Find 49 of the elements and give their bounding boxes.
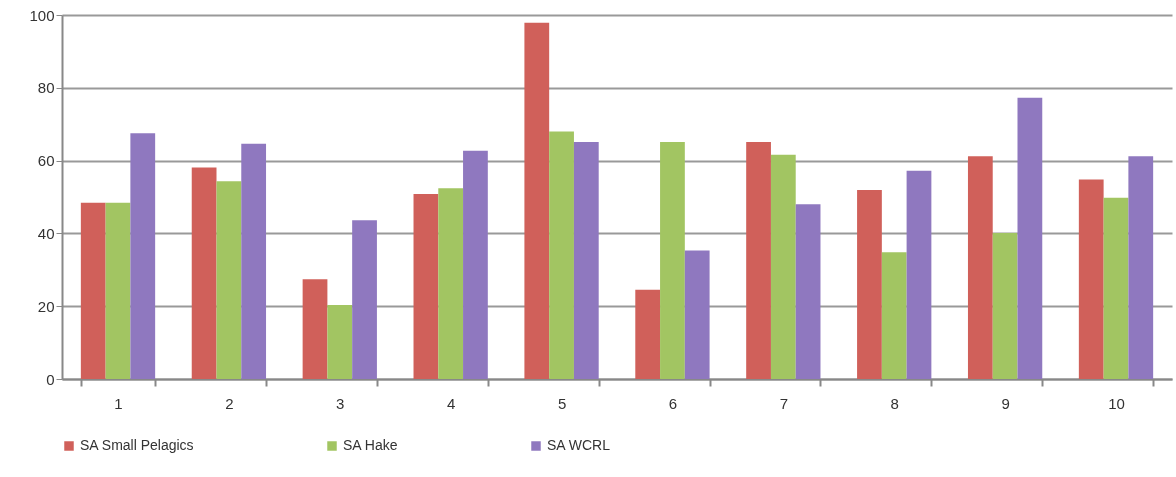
- y-tick-label: 80: [37, 79, 55, 97]
- x-tick-label: 2: [225, 394, 234, 412]
- bar: [80, 202, 106, 379]
- bar: [413, 194, 439, 379]
- x-tick-label: 1: [114, 394, 123, 412]
- bar: [216, 181, 242, 379]
- bar: [549, 131, 574, 379]
- bar: [1103, 197, 1129, 379]
- legend-label: SA WCRL: [547, 437, 611, 453]
- legend-label: SA Small Pelagics: [80, 437, 194, 453]
- y-tick-label: 60: [37, 152, 55, 170]
- y-tick-label: 100: [29, 6, 55, 24]
- bar: [352, 220, 377, 379]
- bar: [241, 143, 267, 379]
- bar: [573, 142, 599, 379]
- x-tick-label: 7: [779, 394, 789, 412]
- bar: [302, 279, 328, 379]
- x-tick-label: 9: [1001, 394, 1010, 412]
- bar: [1128, 156, 1154, 379]
- bar: [438, 188, 464, 379]
- x-tick-label: 5: [557, 394, 567, 412]
- bar: [906, 170, 932, 379]
- bar: [1017, 97, 1043, 379]
- y-tick-label: 0: [46, 370, 55, 388]
- y-tick-label: 40: [37, 224, 55, 242]
- x-tick-label: 4: [446, 394, 456, 412]
- bar: [191, 167, 217, 379]
- bar: [1078, 179, 1104, 379]
- bar: [746, 142, 771, 379]
- x-tick-label: 3: [336, 394, 345, 412]
- bar: [327, 305, 353, 379]
- x-tick-label: 6: [668, 394, 678, 412]
- x-tick-label: 10: [1108, 394, 1125, 412]
- legend-label: SA Hake: [343, 437, 398, 453]
- bar: [524, 22, 550, 379]
- bar: [463, 150, 488, 379]
- bar: [881, 252, 907, 379]
- bar: [105, 202, 131, 379]
- x-tick-label: 8: [890, 394, 899, 412]
- bar: [130, 133, 156, 379]
- bar: [770, 154, 796, 379]
- bar: [992, 233, 1018, 379]
- bar: [635, 289, 661, 379]
- bar: [967, 156, 993, 379]
- bar: [660, 142, 685, 379]
- bar: [684, 250, 710, 379]
- y-tick-label: 20: [37, 297, 55, 315]
- bar: [857, 190, 882, 379]
- bar: [795, 204, 821, 379]
